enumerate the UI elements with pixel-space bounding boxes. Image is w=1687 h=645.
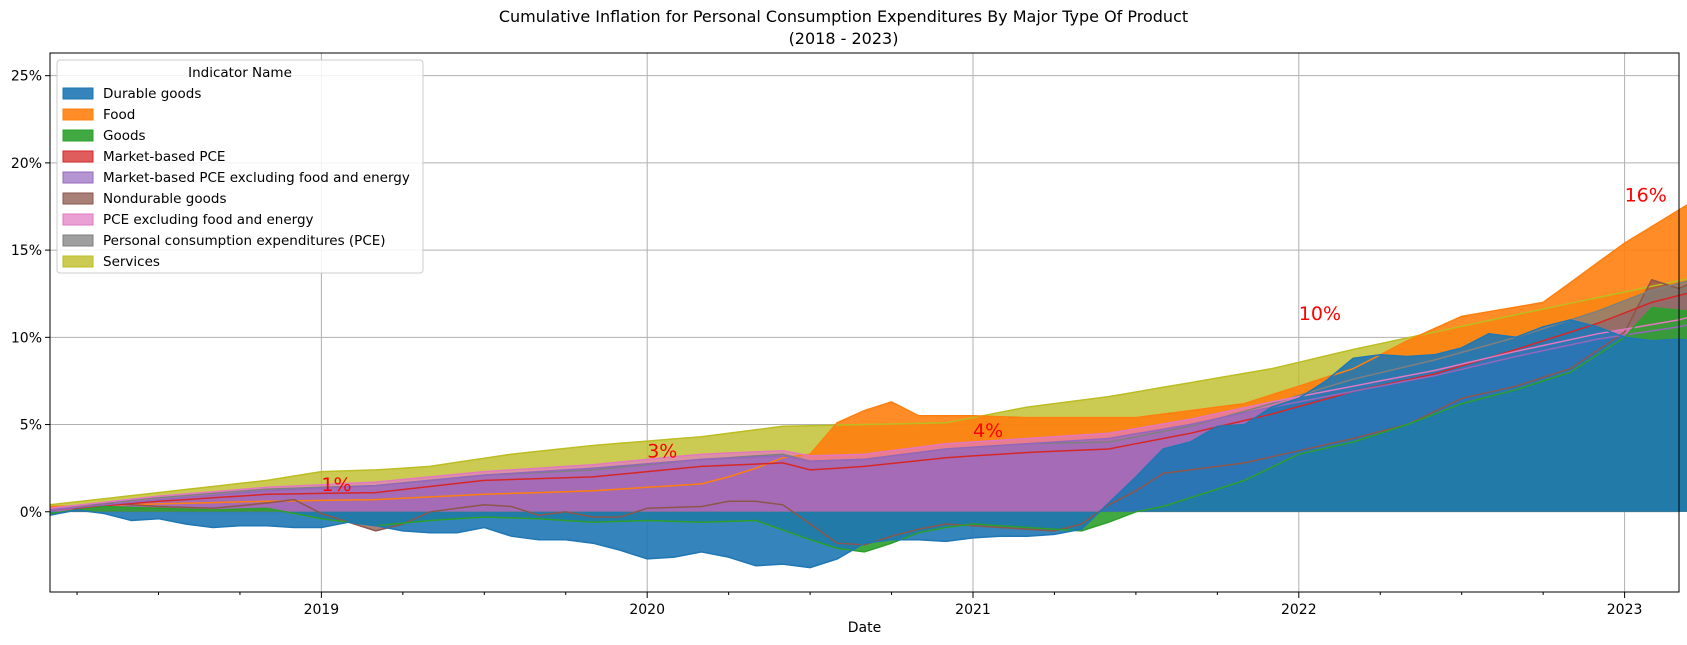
legend-label: Goods [103, 128, 146, 144]
chart-subtitle: (2018 - 2023) [789, 29, 899, 48]
annotation-label: 1% [321, 474, 351, 496]
legend-swatch [62, 255, 94, 268]
annotations: 1% 3% 4% 10% 16% [321, 184, 1666, 496]
line-market-based-pce-excluding-food-and-energy [49, 324, 1687, 511]
x-tick-label: 2019 [304, 602, 340, 618]
legend-box [56, 59, 424, 274]
annotation-label: 4% [973, 420, 1003, 442]
y-axis-ticks: 0% 5% 10% 15% 20% 25% [11, 69, 50, 521]
annotation-label: 10% [1299, 303, 1341, 325]
legend-swatch [62, 108, 94, 121]
legend-swatch [62, 171, 94, 184]
legend-label: Personal consumption expenditures (PCE) [103, 233, 386, 249]
y-tick-label: 25% [11, 69, 42, 85]
x-tick-label: 2023 [1607, 602, 1643, 618]
y-tick-label: 5% [20, 418, 42, 434]
x-tick-label: 2020 [629, 602, 665, 618]
annotation-label: 3% [647, 441, 677, 463]
x-axis-ticks: 2019 2020 2021 2022 2023 [76, 592, 1643, 618]
y-tick-label: 15% [11, 243, 42, 259]
plot-frame [49, 52, 1680, 593]
line-goods [49, 306, 1687, 553]
legend-label: PCE excluding food and energy [103, 212, 314, 228]
legend-swatch [62, 213, 94, 226]
area-durable-goods [49, 319, 1687, 568]
legend-label: Food [103, 107, 135, 123]
x-axis-label: Date [848, 620, 881, 636]
legend-title: Indicator Name [188, 65, 292, 81]
legend-swatch [62, 234, 94, 247]
line-services [49, 278, 1687, 506]
chart-title: Cumulative Inflation for Personal Consum… [499, 7, 1188, 26]
line-nondurable-goods [49, 278, 1687, 546]
line-market-based-pce [49, 292, 1687, 511]
legend-label: Market-based PCE excluding food and ener… [103, 170, 410, 186]
legend-label: Services [103, 254, 160, 270]
legend-label: Market-based PCE [103, 149, 225, 165]
line-pce-excluding-food-and-energy [49, 316, 1687, 510]
x-tick-label: 2022 [1281, 602, 1317, 618]
y-tick-label: 10% [11, 330, 42, 346]
legend: Indicator Name Durable goods Food Goods Mar… [56, 59, 424, 274]
legend-label: Nondurable goods [103, 191, 226, 207]
legend-swatch [62, 87, 94, 100]
line-durable-goods [49, 319, 1687, 569]
legend-swatch [62, 150, 94, 163]
y-tick-label: 20% [11, 156, 42, 172]
annotation-label: 16% [1625, 184, 1667, 206]
legend-swatch [62, 192, 94, 205]
line-food [49, 204, 1687, 508]
legend-label: Durable goods [103, 86, 201, 102]
legend-swatch [62, 129, 94, 142]
legend-items: Durable goods Food Goods Market-based PCE Ma… [62, 86, 410, 270]
x-tick-label: 2021 [955, 602, 991, 618]
series-lines [49, 204, 1687, 569]
y-tick-label: 0% [20, 505, 42, 521]
